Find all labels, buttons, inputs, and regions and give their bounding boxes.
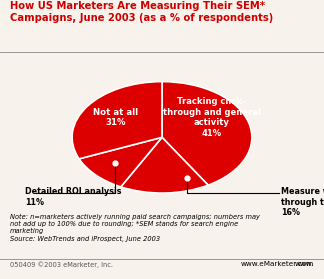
Wedge shape (72, 81, 162, 159)
Text: Measure web activity
through to conversion
16%: Measure web activity through to conversi… (281, 187, 324, 217)
Text: Not at all
31%: Not at all 31% (93, 108, 138, 128)
Text: 050409 ©2003 eMarketer, Inc.: 050409 ©2003 eMarketer, Inc. (10, 261, 113, 268)
Text: www.eMarketer.com: www.eMarketer.com (241, 261, 314, 267)
Wedge shape (121, 137, 208, 193)
Wedge shape (79, 137, 162, 187)
Text: Note: n=marketers actively running paid search campaigns; numbers may
not add up: Note: n=marketers actively running paid … (10, 213, 260, 242)
Wedge shape (162, 81, 252, 185)
Text: Detailed ROI analysis
11%: Detailed ROI analysis 11% (25, 187, 122, 206)
Text: www.: www. (295, 261, 314, 267)
Text: Tracking click-
through and general
activity
41%: Tracking click- through and general acti… (163, 97, 260, 138)
Text: How US Marketers Are Measuring Their SEM*
Campaigns, June 2003 (as a % of respon: How US Marketers Are Measuring Their SEM… (10, 1, 273, 23)
